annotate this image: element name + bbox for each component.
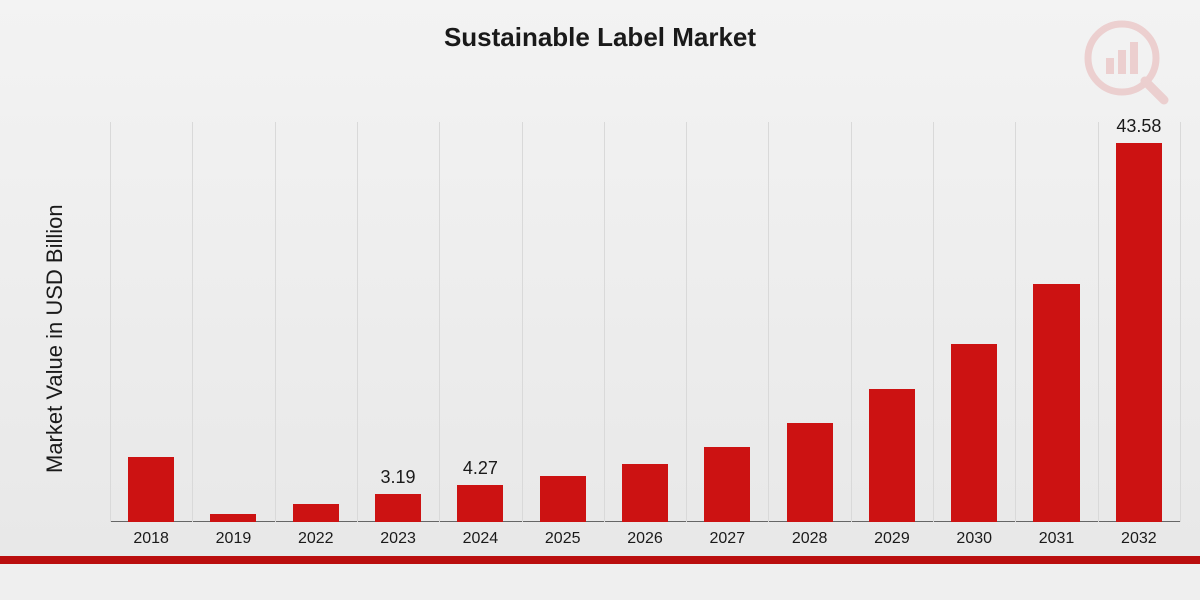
bar xyxy=(787,423,833,522)
x-axis-tick-label: 2032 xyxy=(1099,530,1179,548)
bar xyxy=(293,504,339,522)
gridline xyxy=(1098,122,1099,522)
gridline xyxy=(768,122,769,522)
gridline xyxy=(604,122,605,522)
x-axis-tick-label: 2026 xyxy=(605,530,685,548)
x-axis-tick-label: 2023 xyxy=(358,530,438,548)
x-axis-tick-label: 2029 xyxy=(852,530,932,548)
gridline xyxy=(1180,122,1181,522)
gridline xyxy=(686,122,687,522)
chart-container: Sustainable Label Market Market Value in… xyxy=(0,0,1200,600)
bar xyxy=(1033,284,1079,522)
bar xyxy=(951,344,997,522)
x-axis-tick-label: 2028 xyxy=(770,530,850,548)
gridline xyxy=(933,122,934,522)
x-axis-tick-label: 2019 xyxy=(193,530,273,548)
gridline xyxy=(275,122,276,522)
bar xyxy=(540,476,586,522)
bar xyxy=(622,464,668,522)
gridline xyxy=(357,122,358,522)
bar xyxy=(869,389,915,522)
watermark-logo-icon xyxy=(1082,18,1172,113)
x-axis-tick-label: 2022 xyxy=(276,530,356,548)
bar-value-label: 43.58 xyxy=(1099,116,1179,137)
bar xyxy=(128,457,174,522)
bar xyxy=(210,514,256,522)
gridline xyxy=(851,122,852,522)
y-axis-label: Market Value in USD Billion xyxy=(42,173,68,473)
x-axis-tick-label: 2031 xyxy=(1017,530,1097,548)
plot-area: 3.194.2743.58 xyxy=(110,122,1180,522)
gridline xyxy=(1015,122,1016,522)
bar-value-label: 4.27 xyxy=(440,458,520,479)
gridline xyxy=(522,122,523,522)
bar xyxy=(375,494,421,522)
bar xyxy=(704,447,750,522)
gridline xyxy=(110,122,111,522)
bar xyxy=(1116,143,1162,522)
footer-bottom-band xyxy=(0,564,1200,600)
bar-value-label: 3.19 xyxy=(358,467,438,488)
gridline xyxy=(192,122,193,522)
x-axis-ticks: 2018201920222023202420252026202720282029… xyxy=(110,526,1180,550)
x-axis-tick-label: 2025 xyxy=(523,530,603,548)
bar xyxy=(457,485,503,522)
chart-title: Sustainable Label Market xyxy=(0,22,1200,53)
x-axis-tick-label: 2027 xyxy=(687,530,767,548)
x-axis-tick-label: 2030 xyxy=(934,530,1014,548)
x-axis-tick-label: 2018 xyxy=(111,530,191,548)
footer-accent-bar xyxy=(0,556,1200,564)
x-axis-tick-label: 2024 xyxy=(440,530,520,548)
